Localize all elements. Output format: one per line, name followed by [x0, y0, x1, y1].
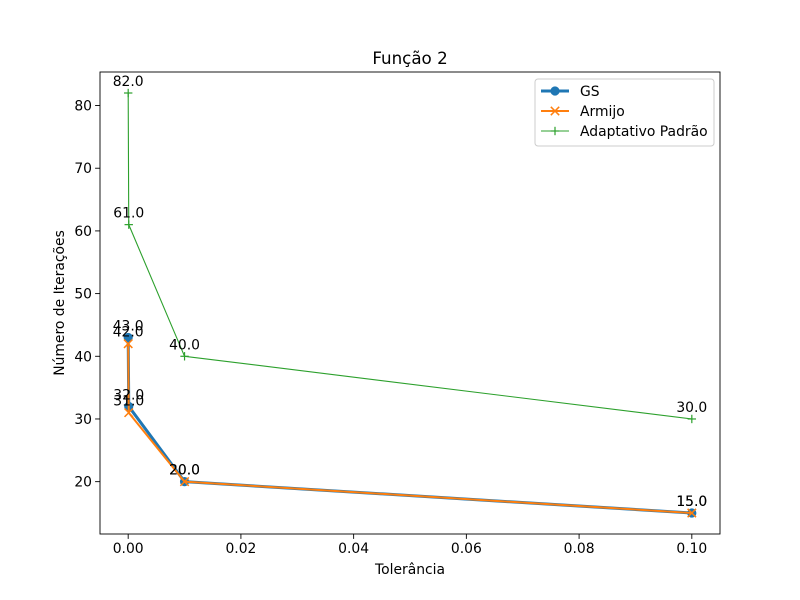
series-line-adaptativo-padrao — [127, 92, 693, 420]
legend-frame — [534, 78, 715, 147]
y-tick: 60 — [74, 224, 100, 240]
data-point — [124, 407, 134, 418]
legend-entry-gs: GS — [541, 84, 600, 100]
y-tick-label: 80 — [74, 99, 92, 115]
series-adaptativo-padrao — [123, 88, 697, 424]
y-axis-label: Número de Iterações — [52, 230, 68, 376]
y-tick: 30 — [74, 412, 100, 428]
data-label: 31.0 — [113, 394, 144, 410]
x-tick-label: 0.02 — [225, 541, 256, 557]
legend-entry-armijo: Armijo — [541, 104, 625, 120]
x-tick-label: 0.00 — [113, 541, 144, 557]
data-label: 20.0 — [169, 463, 200, 479]
x-tick: 0.04 — [338, 534, 369, 557]
y-tick-label: 70 — [74, 161, 92, 177]
legend: GS Armijo Adaptativo Padrão — [534, 78, 715, 147]
data-point — [123, 339, 133, 349]
x-tick: 0.06 — [451, 534, 482, 557]
data-point — [123, 332, 133, 343]
data-point — [123, 88, 133, 98]
series-line-armijo — [127, 342, 693, 515]
data-label: 61.0 — [113, 206, 144, 222]
data-label: 20.0 — [169, 463, 200, 479]
x-tick: 0.00 — [113, 534, 144, 557]
axes-frame — [99, 71, 721, 535]
x-tick-label: 0.08 — [564, 541, 595, 557]
legend-label: Adaptativo Padrão — [580, 124, 708, 140]
data-label: 15.0 — [676, 494, 707, 510]
y-tick: 20 — [74, 475, 100, 491]
x-axis: 0.00 0.02 0.04 0.06 0.08 0.10 — [113, 534, 707, 557]
data-label: 30.0 — [676, 400, 707, 416]
legend-marker — [550, 86, 560, 96]
legend-marker — [550, 126, 560, 136]
y-axis: 20 30 40 50 60 70 80 — [74, 99, 100, 491]
legend-entry-adaptativo-padrao: Adaptativo Padrão — [541, 124, 708, 140]
y-tick: 70 — [74, 161, 100, 177]
y-tick: 80 — [74, 99, 100, 115]
legend-marker — [550, 106, 560, 116]
data-point — [124, 220, 133, 229]
data-label: 43.0 — [113, 318, 144, 334]
x-tick-label: 0.10 — [676, 541, 707, 557]
x-tick-label: 0.06 — [451, 541, 482, 557]
data-label: 82.0 — [113, 74, 144, 90]
data-label: 40.0 — [169, 337, 200, 353]
chart-title: Função 2 — [372, 48, 447, 68]
y-tick-label: 20 — [74, 475, 92, 491]
x-tick: 0.10 — [676, 534, 707, 557]
data-point — [180, 352, 189, 361]
y-tick-label: 40 — [74, 349, 92, 365]
y-tick: 40 — [74, 349, 100, 365]
legend-label: GS — [580, 84, 600, 100]
x-tick-label: 0.04 — [338, 541, 369, 557]
data-label: 15.0 — [676, 494, 707, 510]
y-tick-label: 60 — [74, 224, 92, 240]
data-point — [687, 508, 697, 518]
data-point — [179, 476, 190, 487]
series-armijo — [123, 339, 697, 518]
x-axis-label: Tolerância — [374, 562, 445, 578]
plot-area: 15.020.032.043.015.020.031.042.030.040.0… — [99, 71, 721, 535]
y-tick-label: 30 — [74, 412, 92, 428]
data-label: 42.0 — [113, 325, 144, 341]
x-tick: 0.02 — [225, 534, 256, 557]
legend-label: Armijo — [580, 104, 625, 120]
data-point — [687, 414, 697, 424]
y-tick: 50 — [74, 287, 100, 303]
x-tick: 0.08 — [564, 534, 595, 557]
data-label: 32.0 — [113, 387, 144, 403]
y-tick-label: 50 — [74, 287, 92, 303]
